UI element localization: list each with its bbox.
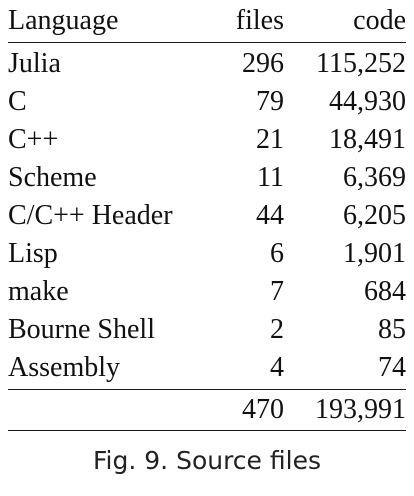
files-cell: 21 [256,124,284,155]
language-cell: Julia [8,48,61,79]
code-cell: 115,252 [316,48,406,79]
files-cell: 6 [270,238,284,269]
table-row: Julia 296 115,252 [8,45,406,83]
files-cell: 79 [256,86,284,117]
code-cell: 6,205 [343,200,406,231]
figure-caption: Fig. 9. Source files [93,446,321,475]
total-rule [8,389,406,390]
files-cell: 11 [257,162,284,193]
source-files-table: Language files code Julia 296 115,252 C … [8,0,406,431]
files-cell: 2 [270,314,284,345]
language-cell: C/C++ Header [8,200,173,231]
code-cell: 18,491 [329,124,406,155]
table-row: Assembly 4 74 [8,349,406,387]
language-cell: C++ [8,124,59,155]
files-cell: 7 [270,276,284,307]
table-row: Scheme 11 6,369 [8,159,406,197]
total-files-cell: 470 [242,394,284,425]
header-language: Language [8,5,119,36]
code-cell: 74 [378,352,406,383]
language-cell: make [8,276,69,307]
files-cell: 44 [256,200,284,231]
code-cell: 684 [364,276,406,307]
language-cell: C [8,86,27,117]
language-cell: Scheme [8,162,97,193]
table-header-row: Language files code [8,0,406,42]
language-cell: Assembly [8,352,120,383]
files-cell: 296 [242,48,284,79]
total-code-cell: 193,991 [315,394,406,425]
table-row: C++ 21 18,491 [8,121,406,159]
language-cell: Bourne Shell [8,314,155,345]
table-row: Lisp 6 1,901 [8,235,406,273]
table-row: C/C++ Header 44 6,205 [8,197,406,235]
table-row: make 7 684 [8,273,406,311]
table-row: C 79 44,930 [8,83,406,121]
code-cell: 1,901 [343,238,406,269]
header-code: code [353,5,406,36]
files-cell: 4 [270,352,284,383]
table-row: Bourne Shell 2 85 [8,311,406,349]
code-cell: 44,930 [329,86,406,117]
bottom-rule [8,430,406,431]
code-cell: 85 [378,314,406,345]
header-files: files [235,5,284,36]
total-row: 470 193,991 [8,390,406,430]
language-cell: Lisp [8,238,58,269]
code-cell: 6,369 [343,162,406,193]
header-rule [8,42,406,43]
